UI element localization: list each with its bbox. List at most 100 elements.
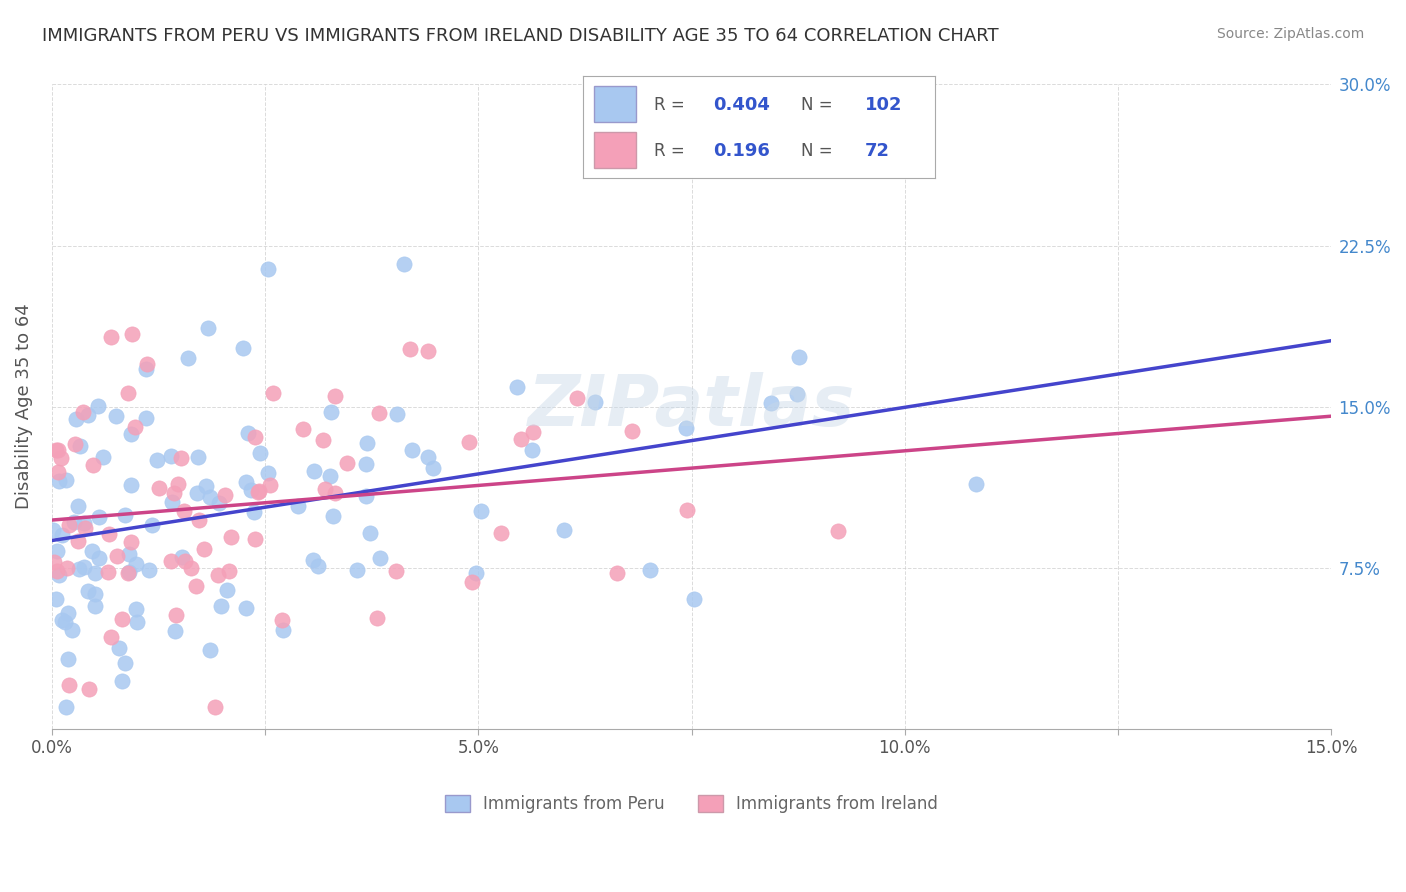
Point (51, 528, 73, 542)
Point (111, 673, 134, 688)
FancyBboxPatch shape (593, 87, 637, 122)
Point (257, 466, 280, 480)
Point (118, 565, 141, 579)
Point (148, 481, 170, 495)
Point (193, 541, 215, 556)
Point (51, 613, 73, 627)
Point (214, 488, 236, 502)
Point (506, 379, 529, 393)
Point (302, 553, 325, 567)
Point (387, 407, 409, 421)
Point (67, 562, 90, 576)
Point (60, 623, 83, 637)
Text: R =: R = (654, 95, 690, 113)
Point (117, 386, 139, 401)
Point (416, 450, 439, 464)
Point (422, 460, 444, 475)
Point (58, 652, 80, 666)
Point (136, 357, 159, 371)
FancyBboxPatch shape (593, 132, 637, 168)
Point (312, 433, 335, 447)
Point (965, 476, 987, 491)
Point (46, 442, 69, 457)
Point (91, 450, 114, 464)
Point (63, 437, 86, 451)
Point (114, 508, 136, 522)
Point (217, 582, 239, 597)
Point (262, 385, 284, 400)
Point (336, 456, 359, 470)
Point (120, 535, 142, 549)
Point (170, 450, 193, 465)
Point (676, 502, 699, 516)
Point (53, 615, 76, 629)
Point (174, 554, 197, 568)
Point (510, 432, 533, 446)
Text: Source: ZipAtlas.com: Source: ZipAtlas.com (1216, 27, 1364, 41)
Point (118, 547, 141, 561)
Text: R =: R = (654, 142, 690, 160)
Text: ZIPatlas: ZIPatlas (527, 372, 855, 441)
Point (69, 439, 91, 453)
Point (166, 476, 188, 491)
Legend: Immigrants from Peru, Immigrants from Ireland: Immigrants from Peru, Immigrants from Ir… (439, 789, 945, 820)
Point (186, 486, 208, 500)
Point (235, 600, 257, 615)
Point (188, 513, 211, 527)
Point (323, 486, 346, 500)
Text: N =: N = (801, 95, 838, 113)
Point (105, 549, 128, 564)
Point (385, 564, 408, 578)
Text: 72: 72 (865, 142, 890, 160)
Point (120, 427, 142, 442)
Point (45, 442, 67, 457)
Point (163, 486, 186, 500)
Point (45, 591, 67, 606)
Point (162, 495, 184, 509)
Point (218, 565, 240, 579)
Point (346, 563, 368, 577)
Point (124, 601, 146, 615)
Point (786, 387, 808, 401)
Point (117, 566, 139, 580)
Point (247, 483, 270, 498)
Point (565, 391, 588, 405)
Point (356, 436, 378, 450)
Point (114, 656, 136, 670)
Point (200, 643, 222, 657)
Point (58, 678, 80, 692)
Point (125, 558, 148, 572)
Point (104, 409, 127, 423)
Point (111, 612, 134, 626)
Point (204, 700, 226, 714)
Point (98, 526, 121, 541)
Point (392, 257, 415, 271)
Point (256, 262, 278, 277)
Point (135, 362, 157, 376)
Point (464, 566, 486, 580)
Point (108, 641, 131, 656)
Point (243, 430, 266, 444)
Point (66, 533, 89, 548)
Point (77, 584, 100, 599)
Point (55, 700, 77, 714)
Point (180, 561, 202, 575)
Point (271, 613, 294, 627)
Point (585, 394, 607, 409)
Text: N =: N = (801, 142, 838, 160)
Point (72, 405, 94, 419)
Point (356, 457, 378, 471)
Point (354, 490, 377, 504)
Point (247, 485, 270, 500)
Point (232, 341, 254, 355)
Point (491, 525, 513, 540)
Point (159, 449, 181, 463)
Point (46, 564, 69, 578)
Point (44, 555, 66, 569)
Point (522, 425, 544, 440)
Point (77, 681, 100, 696)
Point (56, 560, 79, 574)
Point (120, 478, 142, 492)
Text: 0.196: 0.196 (714, 142, 770, 160)
Point (245, 532, 267, 546)
